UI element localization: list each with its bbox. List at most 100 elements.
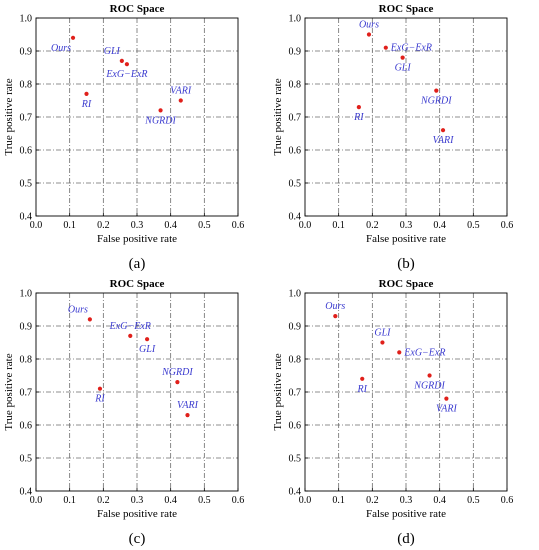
chart-title: ROC Space <box>379 3 434 15</box>
data-point-ours <box>366 32 372 37</box>
data-point-exg-exr <box>128 333 133 338</box>
y-tick-label: 0.5 <box>289 454 302 465</box>
y-tick-label: 0.4 <box>20 487 33 498</box>
data-point-label: ExG−ExR <box>109 321 151 332</box>
data-point-vari <box>178 98 183 103</box>
data-point-label: GLI <box>395 63 412 74</box>
x-tick-label: 0.0 <box>299 495 312 506</box>
data-point-label: NGRDI <box>144 115 176 126</box>
x-tick-label: 0.1 <box>63 495 76 506</box>
y-axis-label: True positive rate <box>272 353 284 430</box>
data-point-ours <box>70 35 76 40</box>
data-point-label: VARI <box>436 404 458 415</box>
data-point-ours <box>333 314 338 319</box>
x-tick-label: 0.2 <box>366 495 379 506</box>
data-point-label: Ours <box>68 304 88 315</box>
roc-panel-d: ROC Space 0.0 0.1 0.2 0.3 0.4 0.5 0.6 0.4 0.5 0.6 0… <box>269 275 538 550</box>
x-tick-label: 0.1 <box>332 495 345 506</box>
x-axis-label: False positive rate <box>97 233 177 245</box>
x-axis-label: False positive rate <box>366 508 446 520</box>
data-point-label: GLI <box>374 328 391 339</box>
x-tick-label: 0.6 <box>232 220 245 231</box>
y-tick-label: 1.0 <box>20 14 33 25</box>
y-tick-label: 1.0 <box>289 289 302 300</box>
data-point-label: NGRDI <box>161 367 193 378</box>
y-axis-label: True positive rate <box>3 78 15 155</box>
chart-title: ROC Space <box>379 278 434 290</box>
data-point-gli <box>380 340 385 345</box>
x-tick-label: 0.2 <box>366 220 379 231</box>
y-tick-label: 0.4 <box>289 487 302 498</box>
data-point-ri <box>356 105 361 110</box>
data-point-label: RI <box>357 384 368 395</box>
x-tick-label: 0.4 <box>164 495 177 506</box>
y-tick-label: 0.9 <box>289 322 302 333</box>
data-point-gli <box>400 55 405 60</box>
y-tick-label: 0.8 <box>289 80 302 91</box>
y-tick-label: 0.7 <box>289 113 302 124</box>
y-tick-label: 0.6 <box>289 421 302 432</box>
x-tick-label: 0.1 <box>63 220 76 231</box>
x-tick-label: 0.4 <box>433 220 446 231</box>
y-tick-label: 0.9 <box>289 47 302 58</box>
x-tick-label: 0.0 <box>299 220 312 231</box>
x-axis-label: False positive rate <box>97 508 177 520</box>
roc-chart-b: ROC Space 0.0 0.1 0.2 0.3 0.4 0.5 0.6 0.4 0.5 0.6 0… <box>272 3 513 272</box>
x-tick-label: 0.5 <box>198 220 211 231</box>
y-tick-label: 0.7 <box>20 113 33 124</box>
y-tick-label: 0.6 <box>20 421 33 432</box>
data-point-label: Ours <box>325 301 345 312</box>
y-tick-label: 0.7 <box>20 388 33 399</box>
data-point-vari <box>444 396 449 401</box>
data-point-label: Ours <box>51 43 71 54</box>
x-tick-label: 0.3 <box>131 220 144 231</box>
data-point-label: RI <box>353 112 364 123</box>
roc-chart-c: ROC Space 0.0 0.1 0.2 0.3 0.4 0.5 0.6 0.4 0.5 0.6 0… <box>3 278 245 547</box>
data-point-gli <box>119 58 124 64</box>
x-tick-label: 0.6 <box>501 495 514 506</box>
x-tick-label: 0.2 <box>97 220 110 231</box>
panel-caption: (a) <box>129 256 146 272</box>
data-point-label: GLI <box>139 344 156 355</box>
y-axis-label: True positive rate <box>272 78 284 155</box>
roc-panel-b: ROC Space 0.0 0.1 0.2 0.3 0.4 0.5 0.6 0.4 0.5 0.6 0… <box>269 0 538 275</box>
y-tick-label: 0.6 <box>289 146 302 157</box>
x-tick-label: 0.6 <box>232 495 245 506</box>
y-tick-label: 0.5 <box>20 179 33 190</box>
y-tick-label: 0.7 <box>289 388 302 399</box>
panel-caption: (c) <box>129 531 146 547</box>
data-point-label: NGRDI <box>413 381 445 392</box>
y-tick-label: 0.5 <box>20 454 33 465</box>
data-point-exg-exr <box>397 350 402 355</box>
roc-panel-c: ROC Space 0.0 0.1 0.2 0.3 0.4 0.5 0.6 0.4 0.5 0.6 0… <box>0 275 269 550</box>
roc-panel-a: ROC Space 0.0 0.1 0.2 0.3 0.4 0.5 0.6 0.4 0.5 0.6 0… <box>0 0 269 275</box>
data-point-label: Ours <box>359 20 379 31</box>
data-point-label: ExG−ExR <box>390 43 432 54</box>
x-tick-label: 0.5 <box>467 495 480 506</box>
x-tick-label: 0.2 <box>97 495 110 506</box>
x-tick-label: 0.3 <box>400 495 413 506</box>
y-tick-label: 0.5 <box>289 179 302 190</box>
data-point-ours <box>87 317 92 322</box>
data-point-exg-exr <box>383 45 388 50</box>
data-point-ri <box>97 386 103 391</box>
data-point-label: GLI <box>104 46 121 57</box>
data-point-label: VARI <box>177 400 199 411</box>
data-point-vari <box>185 413 190 418</box>
x-tick-label: 0.0 <box>30 495 43 506</box>
y-tick-label: 0.4 <box>289 212 302 223</box>
y-tick-label: 0.9 <box>20 322 33 333</box>
x-tick-label: 0.4 <box>164 220 177 231</box>
x-tick-label: 0.5 <box>198 495 211 506</box>
panel-caption: (d) <box>397 531 415 547</box>
roc-chart-a: ROC Space 0.0 0.1 0.2 0.3 0.4 0.5 0.6 0.4 0.5 0.6 0… <box>3 3 245 272</box>
y-tick-label: 0.4 <box>20 212 33 223</box>
data-point-ngrdi <box>427 373 432 378</box>
data-point-gli <box>145 337 150 342</box>
x-tick-label: 0.4 <box>433 495 446 506</box>
data-point-ri <box>360 376 365 381</box>
y-tick-label: 0.9 <box>20 47 33 58</box>
x-tick-label: 0.5 <box>467 220 480 231</box>
data-point-ri <box>84 91 89 96</box>
